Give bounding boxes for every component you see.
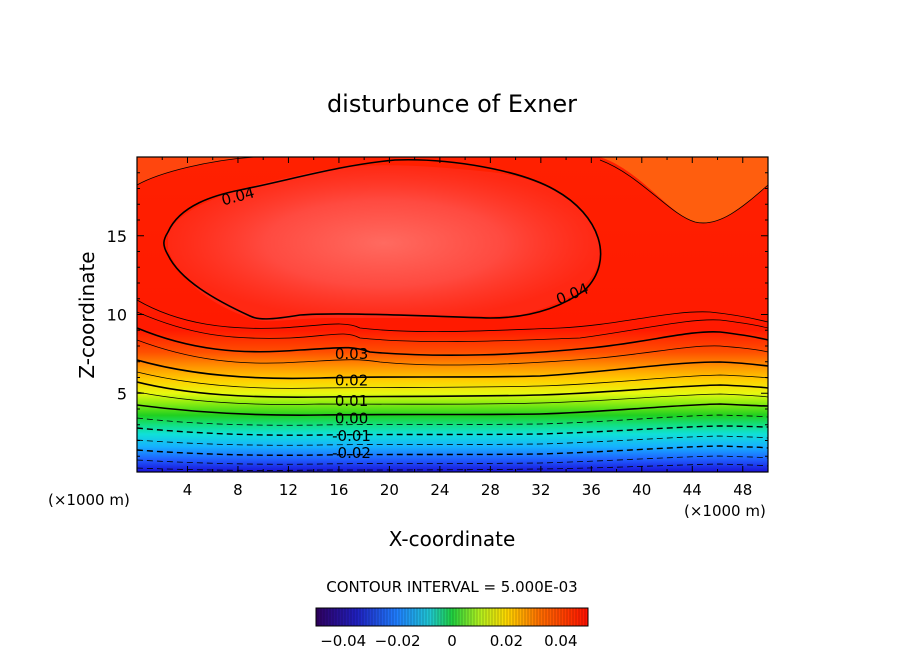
contour-0.015 xyxy=(137,371,768,389)
colorbar-tick-label: 0 xyxy=(447,632,457,650)
contour-interval: CONTOUR INTERVAL = 5.000E-03 xyxy=(326,578,577,596)
contour-label-group: 0.02 xyxy=(335,372,368,390)
x-tick-label: 24 xyxy=(430,481,449,499)
contour-label-group: 0.01 xyxy=(335,392,368,410)
contour-label: 0.03 xyxy=(335,345,368,363)
contour-0.00 xyxy=(137,403,768,416)
y-tick-label: 15 xyxy=(107,227,127,246)
contour-0.045-lower xyxy=(137,299,768,332)
core-region xyxy=(168,165,600,322)
contour-label-group: -0.02 xyxy=(332,444,371,462)
x-tick-label: 32 xyxy=(531,481,550,499)
contour-0.035 xyxy=(137,311,768,342)
contour-label-group: -0.01 xyxy=(332,427,371,445)
y-tick-label: 5 xyxy=(117,384,127,403)
colorbar-ticks: −0.04 −0.02 0 0.02 0.04 xyxy=(320,632,577,650)
contour-neg0.025 xyxy=(137,455,768,465)
contour-label: 0.00 xyxy=(335,409,368,427)
contour-neg0.01 xyxy=(137,425,768,436)
upper-left-orange xyxy=(137,157,260,185)
y-axis: 5 10 15 xyxy=(107,172,768,457)
y-tick-label: 10 xyxy=(107,306,127,325)
contour-label-group: 0.03 xyxy=(335,345,368,363)
plot-area: 0.040.040.030.020.010.00-0.01-0.02 xyxy=(137,157,768,472)
contour-label: -0.02 xyxy=(332,444,371,462)
colorbar-tick-label: −0.02 xyxy=(375,632,421,650)
x-tick-label: 40 xyxy=(632,481,651,499)
chart-title: disturbunce of Exner xyxy=(327,90,577,118)
contour-0.02 xyxy=(137,359,768,380)
contour-0.01 xyxy=(137,381,768,398)
x-tick-label: 20 xyxy=(380,481,399,499)
y-axis-label: Z-coordinate xyxy=(75,251,99,378)
x-tick-label: 12 xyxy=(279,481,298,499)
colorbar-tick-label: 0.04 xyxy=(544,632,577,650)
x-tick-label: 36 xyxy=(582,481,601,499)
colorbar-tick-label: −0.04 xyxy=(320,632,366,650)
contour-neg0.03 xyxy=(137,463,768,471)
contour-0.005 xyxy=(137,391,768,405)
x-axis: 4 8 12 16 20 24 28 32 36 40 44 48 xyxy=(161,157,752,499)
x-tick-label: 16 xyxy=(329,481,348,499)
contour-labels: 0.040.040.030.020.010.00-0.01-0.02 xyxy=(219,183,591,462)
contour-0.03 xyxy=(137,327,768,356)
contour-0.04 xyxy=(163,158,602,320)
contour-0.025 xyxy=(137,339,768,366)
contour-neg0.02 xyxy=(137,445,768,456)
x-tick-label: 48 xyxy=(733,481,752,499)
contour-label: -0.01 xyxy=(332,427,371,445)
contour-label: 0.01 xyxy=(335,392,368,410)
contour-label-group: 0.00 xyxy=(335,409,368,427)
x-unit-left: (×1000 m) xyxy=(48,491,130,509)
x-tick-label: 8 xyxy=(233,481,243,499)
contour-neg0.015 xyxy=(137,435,768,446)
contour-neg0.005 xyxy=(137,414,768,426)
upper-right-orange xyxy=(600,157,768,223)
contour-upper-thin xyxy=(137,157,256,186)
x-tick-label: 4 xyxy=(183,481,193,499)
x-tick-label: 28 xyxy=(481,481,500,499)
x-tick-label: 44 xyxy=(683,481,702,499)
x-unit-right: (×1000 m) xyxy=(684,502,766,520)
colorbar-stripes xyxy=(317,608,586,626)
x-axis-label: X-coordinate xyxy=(389,527,516,551)
colorbar-tick-label: 0.02 xyxy=(490,632,523,650)
contour-lines xyxy=(137,157,768,471)
contour-label: 0.02 xyxy=(335,372,368,390)
contour-upper-right-thin xyxy=(599,159,768,224)
